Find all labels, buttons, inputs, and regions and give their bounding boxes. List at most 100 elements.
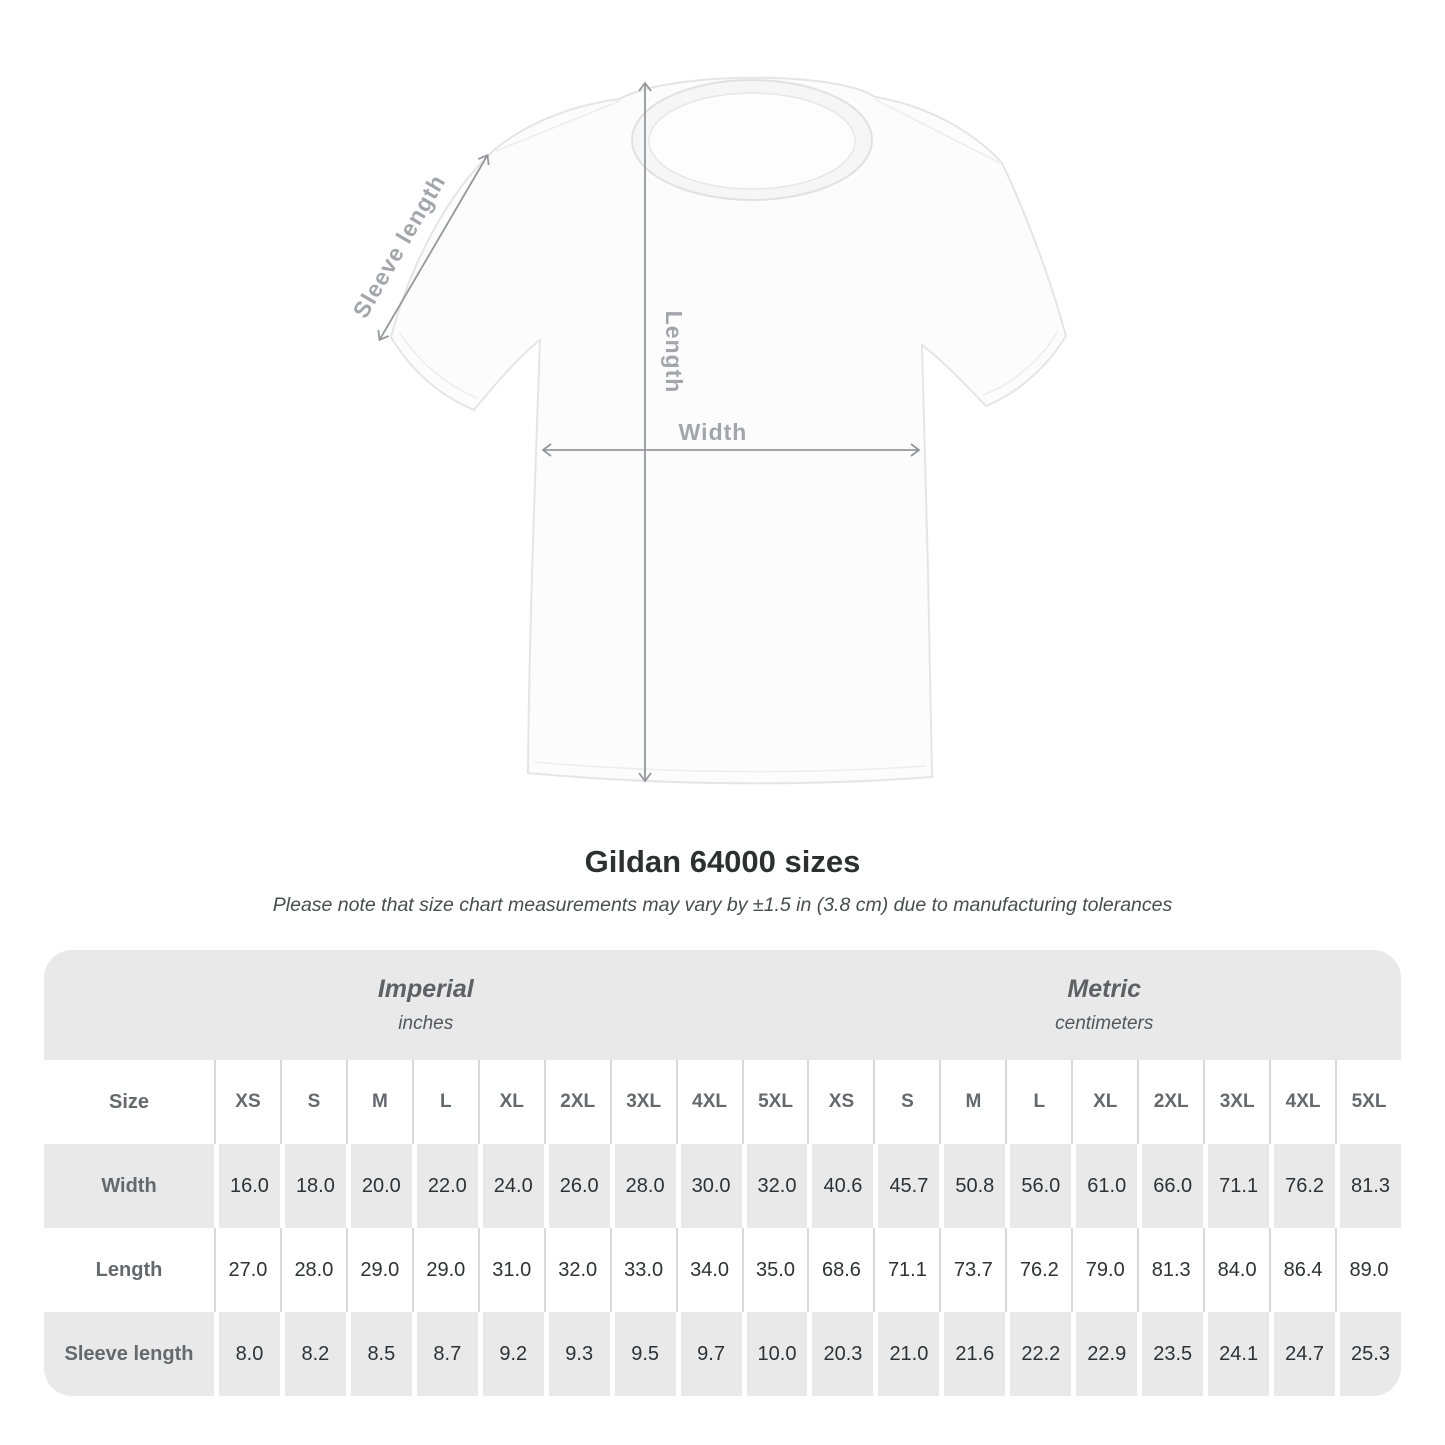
value-cell: 76.2 bbox=[1269, 1144, 1336, 1228]
value-cell: 29.0 bbox=[345, 1228, 412, 1312]
value-cell: 79.0 bbox=[1071, 1228, 1137, 1312]
size-header-cell: XL bbox=[1071, 1060, 1137, 1144]
size-header-cell: 5XL bbox=[741, 1060, 808, 1144]
size-header-cell: 2XL bbox=[543, 1060, 610, 1144]
size-header-cell: XS bbox=[807, 1060, 873, 1144]
value-cell: 86.4 bbox=[1269, 1228, 1335, 1312]
size-header-cell: S bbox=[873, 1060, 939, 1144]
width-row: Width 16.0 18.0 20.0 22.0 24.0 26.0 28.0… bbox=[44, 1144, 1401, 1228]
value-cell: 28.0 bbox=[609, 1144, 676, 1228]
size-header-cell: M bbox=[345, 1060, 412, 1144]
unit-header-row: Imperial inches Metric centimeters bbox=[44, 950, 1401, 1060]
length-label: Length bbox=[661, 311, 687, 394]
value-cell: 56.0 bbox=[1005, 1144, 1072, 1228]
row-label: Sleeve length bbox=[44, 1312, 214, 1396]
size-header-cell: XS bbox=[214, 1060, 280, 1144]
tshirt-image bbox=[389, 76, 1068, 785]
value-cell: 16.0 bbox=[214, 1144, 280, 1228]
size-header-row: Size XS S M L XL 2XL 3XL 4XL 5XL XS S M … bbox=[44, 1060, 1401, 1144]
value-cell: 10.0 bbox=[741, 1312, 808, 1396]
value-cell: 45.7 bbox=[873, 1144, 940, 1228]
value-cell: 20.3 bbox=[807, 1312, 874, 1396]
size-header-cell: 3XL bbox=[609, 1060, 676, 1144]
value-cell: 18.0 bbox=[279, 1144, 346, 1228]
value-cell: 23.5 bbox=[1137, 1312, 1204, 1396]
imperial-title: Imperial bbox=[377, 975, 474, 1003]
size-header-cell: M bbox=[939, 1060, 1005, 1144]
tshirt-measurement-diagram: Length Width Sleeve length bbox=[347, 76, 1068, 785]
tshirt-body bbox=[389, 76, 1068, 785]
hem-seam bbox=[533, 761, 927, 773]
value-cell: 32.0 bbox=[543, 1228, 610, 1312]
tolerance-note: Please note that size chart measurements… bbox=[272, 894, 1173, 916]
value-cell: 28.0 bbox=[279, 1228, 346, 1312]
metric-header: Metric centimeters bbox=[808, 950, 1402, 1060]
value-cell: 21.6 bbox=[939, 1312, 1006, 1396]
metric-unit: centimeters bbox=[1055, 1013, 1154, 1034]
value-cell: 24.1 bbox=[1203, 1312, 1270, 1396]
value-cell: 31.0 bbox=[477, 1228, 544, 1312]
length-row: Length 27.0 28.0 29.0 29.0 31.0 32.0 33.… bbox=[44, 1228, 1401, 1312]
value-cell: 68.6 bbox=[807, 1228, 873, 1312]
page-title: Gildan 64000 sizes bbox=[584, 844, 861, 879]
value-cell: 9.3 bbox=[543, 1312, 610, 1396]
value-cell: 8.0 bbox=[214, 1312, 280, 1396]
size-header-cell: 3XL bbox=[1203, 1060, 1269, 1144]
value-cell: 25.3 bbox=[1335, 1312, 1401, 1396]
value-cell: 61.0 bbox=[1071, 1144, 1138, 1228]
size-header-cell: S bbox=[279, 1060, 346, 1144]
value-cell: 71.1 bbox=[1203, 1144, 1270, 1228]
value-cell: 8.5 bbox=[345, 1312, 412, 1396]
value-cell: 9.5 bbox=[609, 1312, 676, 1396]
value-cell: 20.0 bbox=[345, 1144, 412, 1228]
cuff-seam-left bbox=[398, 331, 478, 399]
value-cell: 40.6 bbox=[807, 1144, 874, 1228]
value-cell: 26.0 bbox=[543, 1144, 610, 1228]
value-cell: 66.0 bbox=[1137, 1144, 1204, 1228]
cuff-seam-right bbox=[982, 330, 1059, 396]
value-cell: 76.2 bbox=[1005, 1228, 1071, 1312]
collar-inner bbox=[648, 92, 856, 190]
imperial-unit: inches bbox=[398, 1013, 454, 1034]
shoulder-seam-right bbox=[873, 98, 1001, 164]
value-cell: 84.0 bbox=[1203, 1228, 1269, 1312]
shoulder-seam-left bbox=[495, 100, 621, 152]
value-cell: 22.9 bbox=[1071, 1312, 1138, 1396]
value-cell: 21.0 bbox=[873, 1312, 940, 1396]
value-cell: 34.0 bbox=[675, 1228, 742, 1312]
size-header-cell: L bbox=[411, 1060, 478, 1144]
value-cell: 89.0 bbox=[1335, 1228, 1401, 1312]
value-cell: 8.2 bbox=[279, 1312, 346, 1396]
value-cell: 81.3 bbox=[1137, 1228, 1203, 1312]
value-cell: 24.7 bbox=[1269, 1312, 1336, 1396]
row-label: Width bbox=[44, 1144, 214, 1228]
size-header-cell: 2XL bbox=[1137, 1060, 1203, 1144]
value-cell: 35.0 bbox=[741, 1228, 808, 1312]
metric-title: Metric bbox=[1067, 975, 1142, 1003]
value-cell: 9.7 bbox=[675, 1312, 742, 1396]
value-cell: 71.1 bbox=[873, 1228, 939, 1312]
imperial-header: Imperial inches bbox=[44, 950, 808, 1060]
value-cell: 27.0 bbox=[214, 1228, 280, 1312]
width-label: Width bbox=[679, 419, 748, 445]
value-cell: 73.7 bbox=[939, 1228, 1005, 1312]
value-cell: 32.0 bbox=[741, 1144, 808, 1228]
size-chart-table: Imperial inches Metric centimeters Size … bbox=[44, 950, 1401, 1396]
value-cell: 9.2 bbox=[477, 1312, 544, 1396]
size-col-header: Size bbox=[108, 1090, 150, 1113]
value-cell: 29.0 bbox=[411, 1228, 478, 1312]
size-header-cell: 4XL bbox=[675, 1060, 742, 1144]
value-cell: 81.3 bbox=[1335, 1144, 1401, 1228]
sleeve-length-arrow bbox=[377, 153, 490, 342]
size-header-cell: L bbox=[1005, 1060, 1071, 1144]
sleeve-length-row: Sleeve length 8.0 8.2 8.5 8.7 9.2 9.3 9.… bbox=[44, 1312, 1401, 1396]
row-label: Length bbox=[95, 1258, 163, 1281]
value-cell: 22.2 bbox=[1005, 1312, 1072, 1396]
size-header-cell: 5XL bbox=[1335, 1060, 1401, 1144]
value-cell: 8.7 bbox=[411, 1312, 478, 1396]
value-cell: 50.8 bbox=[939, 1144, 1006, 1228]
value-cell: 30.0 bbox=[675, 1144, 742, 1228]
size-header-cell: XL bbox=[477, 1060, 544, 1144]
value-cell: 33.0 bbox=[609, 1228, 676, 1312]
value-cell: 22.0 bbox=[411, 1144, 478, 1228]
